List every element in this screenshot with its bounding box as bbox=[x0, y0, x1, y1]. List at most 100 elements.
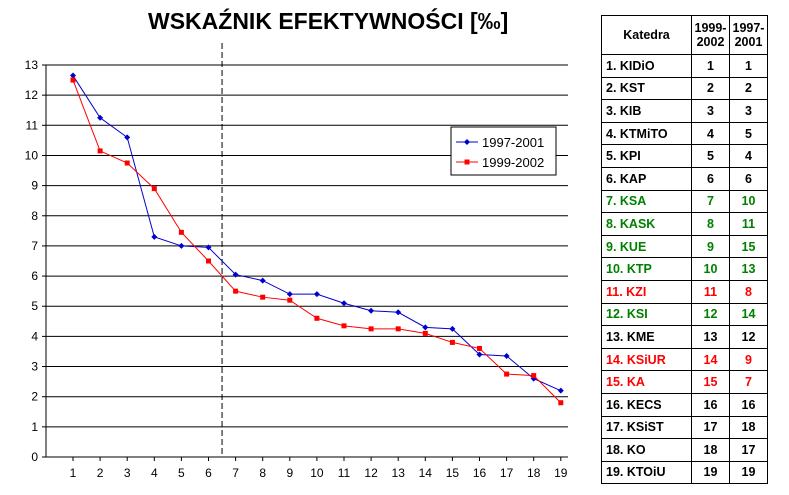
y-tick-label: 13 bbox=[25, 58, 39, 72]
rank-1997-2001-cell: 11 bbox=[729, 212, 768, 236]
katedra-cell: 12. KSI bbox=[601, 302, 692, 327]
rank-1997-2001-cell: 14 bbox=[729, 302, 768, 327]
table-row: 17. KSiST 17 18 bbox=[601, 415, 768, 440]
x-tick-label: 18 bbox=[527, 466, 541, 480]
data-point bbox=[259, 277, 266, 284]
katedra-cell: 14. KSiUR bbox=[601, 347, 692, 372]
katedra-cell: 5. KPI bbox=[601, 144, 692, 168]
katedra-cell: 19. KTOiU bbox=[601, 460, 692, 485]
rank-1997-2001-cell: 18 bbox=[729, 415, 768, 440]
y-tick-label: 8 bbox=[31, 209, 38, 223]
legend-marker bbox=[464, 159, 470, 165]
rank-1999-2002-cell: 9 bbox=[691, 234, 730, 259]
table-row: 15. KA 15 7 bbox=[601, 370, 768, 394]
x-tick-label: 8 bbox=[259, 466, 266, 480]
data-point bbox=[232, 271, 239, 278]
rank-1999-2002-cell: 10 bbox=[691, 257, 730, 281]
data-point bbox=[205, 244, 212, 251]
rank-1997-2001-cell: 12 bbox=[729, 325, 768, 349]
data-point bbox=[314, 315, 320, 321]
data-point bbox=[368, 326, 374, 332]
table-row: 9. KUE 9 15 bbox=[601, 234, 768, 259]
rank-1997-2001-cell: 4 bbox=[729, 144, 768, 168]
rank-1999-2002-cell: 18 bbox=[691, 438, 730, 462]
table-row: 12. KSI 12 14 bbox=[601, 302, 768, 327]
data-point bbox=[341, 300, 347, 307]
table-row: 10. KTP 10 13 bbox=[601, 257, 768, 281]
x-tick-label: 15 bbox=[446, 466, 460, 480]
data-point bbox=[368, 307, 375, 314]
y-tick-label: 3 bbox=[31, 360, 38, 374]
rank-1997-2001-cell: 7 bbox=[729, 370, 768, 394]
katedra-cell: 15. KA bbox=[601, 370, 692, 394]
katedra-cell: 11. KZI bbox=[601, 279, 692, 304]
rank-1997-2001-cell: 15 bbox=[729, 234, 768, 259]
data-point bbox=[286, 291, 293, 298]
katedra-cell: 18. KO bbox=[601, 438, 692, 462]
y-tick-label: 2 bbox=[31, 390, 38, 404]
x-tick-label: 5 bbox=[178, 466, 185, 480]
x-tick-label: 7 bbox=[232, 466, 239, 480]
data-point bbox=[287, 297, 293, 303]
data-point bbox=[97, 148, 103, 154]
rank-1999-2002-cell: 5 bbox=[691, 144, 730, 168]
katedra-cell: 13. KME bbox=[601, 325, 692, 349]
data-point bbox=[422, 330, 428, 336]
x-tick-label: 6 bbox=[205, 466, 212, 480]
katedra-cell: 16. KECS bbox=[601, 392, 692, 417]
rank-1997-2001-cell: 2 bbox=[729, 76, 768, 101]
rank-1997-2001-cell: 5 bbox=[729, 121, 768, 146]
data-point bbox=[558, 400, 564, 406]
rank-1997-2001-cell: 16 bbox=[729, 392, 768, 417]
series-line-1997-2001 bbox=[72, 75, 562, 392]
rank-1999-2002-cell: 7 bbox=[691, 189, 730, 214]
rank-1997-2001-cell: 13 bbox=[729, 257, 768, 281]
rank-1999-2002-cell: 1 bbox=[691, 54, 730, 78]
katedra-cell: 10. KTP bbox=[601, 257, 692, 281]
rank-1999-2002-cell: 16 bbox=[691, 392, 730, 417]
x-tick-label: 9 bbox=[286, 466, 293, 480]
rank-1997-2001-cell: 8 bbox=[729, 279, 768, 304]
data-point bbox=[477, 345, 482, 351]
data-point bbox=[233, 288, 239, 294]
y-tick-label: 11 bbox=[26, 118, 39, 132]
data-point bbox=[476, 351, 483, 358]
table-row: 5. KPI 5 4 bbox=[601, 144, 768, 168]
x-tick-label: 17 bbox=[500, 466, 514, 480]
rank-1999-2002-cell: 2 bbox=[691, 76, 730, 101]
chart-title: WSKAŹNIK EFEKTYWNOŚCI [‰] bbox=[148, 8, 509, 34]
header-1997-2001-line2: 2001 bbox=[734, 35, 763, 49]
y-tick-label: 10 bbox=[25, 148, 39, 162]
data-point bbox=[70, 77, 76, 83]
y-tick-label: 6 bbox=[31, 269, 38, 283]
table-row: 3. KIB 3 3 bbox=[601, 99, 768, 123]
table-row: 16. KECS 16 16 bbox=[601, 392, 768, 417]
legend-label: 1999-2002 bbox=[482, 155, 544, 170]
data-point bbox=[341, 323, 347, 329]
data-point bbox=[449, 325, 456, 332]
legend-label: 1997-2001 bbox=[482, 135, 544, 150]
x-tick-label: 11 bbox=[338, 466, 351, 480]
header-1997-2001-line1: 1997- bbox=[732, 21, 765, 35]
table-row: 1. KIDiO 1 1 bbox=[601, 54, 768, 78]
data-point bbox=[151, 186, 157, 192]
data-point bbox=[70, 72, 76, 79]
data-point bbox=[97, 114, 104, 121]
table-row: 4. KTMiTO 4 5 bbox=[601, 121, 768, 146]
rank-1999-2002-cell: 4 bbox=[691, 121, 730, 146]
header-katedra: Katedra bbox=[601, 15, 692, 55]
data-point bbox=[260, 294, 266, 300]
x-tick-label: 12 bbox=[364, 466, 378, 480]
table-header-row: Katedra 1999- 2002 1997- 2001 bbox=[601, 15, 768, 55]
katedra-cell: 2. KST bbox=[601, 76, 692, 101]
rank-1997-2001-cell: 19 bbox=[729, 460, 768, 485]
data-point bbox=[531, 373, 537, 379]
ranking-table: Katedra 1999- 2002 1997- 2001 1. KIDiO 1 1… bbox=[601, 15, 768, 485]
rank-1997-2001-cell: 6 bbox=[729, 166, 768, 191]
katedra-cell: 8. KASK bbox=[601, 212, 692, 236]
table-row: 13. KME 13 12 bbox=[601, 325, 768, 349]
rank-1997-2001-cell: 3 bbox=[729, 99, 768, 123]
data-point bbox=[395, 326, 401, 332]
y-tick-label: 12 bbox=[25, 88, 39, 102]
table-row: 11. KZI 11 8 bbox=[601, 279, 768, 304]
